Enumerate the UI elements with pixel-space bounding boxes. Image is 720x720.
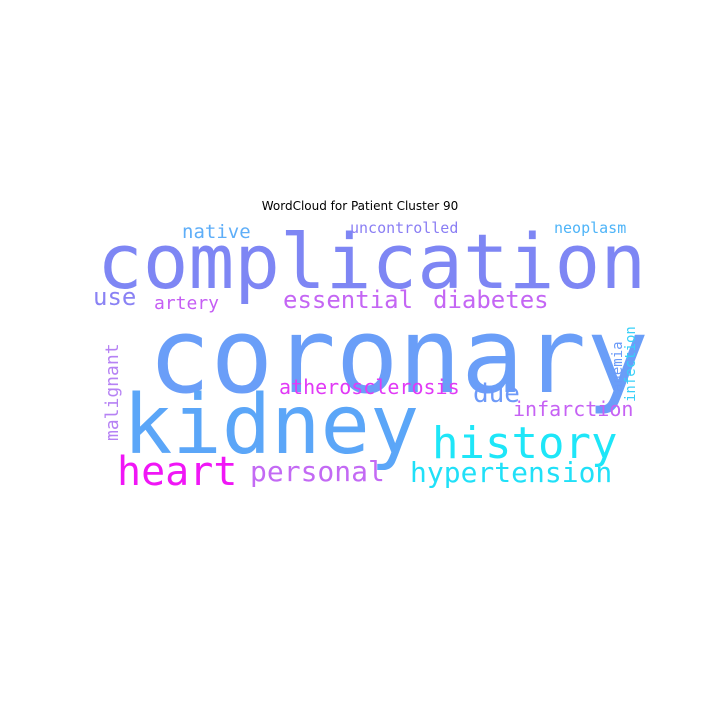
word-uncontrolled: uncontrolled: [350, 219, 458, 237]
word-coronary: coronary: [148, 295, 649, 417]
word-neoplasm: neoplasm: [554, 219, 626, 237]
word-anemia: anemia: [610, 341, 626, 392]
word-personal: personal: [250, 455, 385, 488]
word-complication: complication: [97, 217, 646, 306]
word-due: due: [473, 379, 520, 409]
word-atherosclerosis: atherosclerosis: [279, 375, 460, 399]
word-diabetes: diabetes: [433, 286, 549, 314]
word-infarction: infarction: [513, 397, 633, 421]
word-hypertension: hypertension: [410, 456, 612, 489]
word-infection: infection: [623, 326, 639, 402]
word-native: native: [182, 221, 251, 243]
word-artery: artery: [154, 293, 219, 314]
word-heart: heart: [117, 449, 237, 495]
word-kidney: kidney: [123, 378, 419, 473]
word-essential: essential: [283, 286, 413, 314]
chart-title: WordCloud for Patient Cluster 90: [261, 199, 459, 213]
word-use: use: [93, 283, 136, 311]
word-malignant: malignant: [102, 343, 123, 441]
word-history: history: [432, 418, 617, 469]
